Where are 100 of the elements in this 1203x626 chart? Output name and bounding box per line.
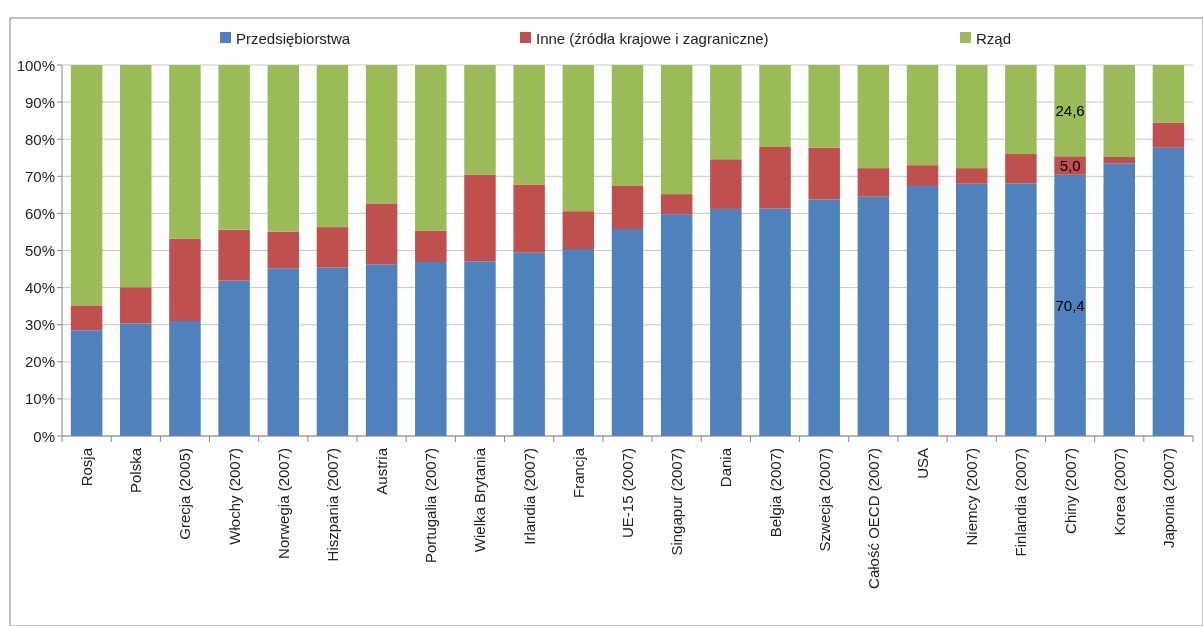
x-tick-label: Polska xyxy=(127,447,145,494)
bar xyxy=(365,65,398,204)
x-tick-label: USA xyxy=(914,448,932,479)
bar xyxy=(1054,65,1086,157)
y-tick-label: 50% xyxy=(24,242,55,259)
y-tick-label: 30% xyxy=(24,316,55,334)
bar xyxy=(660,65,693,195)
bar xyxy=(464,261,496,436)
bar xyxy=(267,268,300,436)
bar xyxy=(857,65,890,169)
y-tick-label: 40% xyxy=(24,279,55,297)
x-tick-label: UE-15 (2007) xyxy=(619,448,636,539)
bar xyxy=(562,211,595,250)
x-tick-label: Belgia (2007) xyxy=(766,448,784,538)
bar xyxy=(1103,163,1135,436)
bar xyxy=(906,165,939,186)
y-tick-label: 80% xyxy=(24,130,55,148)
bar xyxy=(169,238,201,321)
x-tick-label: Niemcy (2007) xyxy=(963,448,981,546)
bar xyxy=(218,65,250,230)
bar xyxy=(513,184,545,253)
x-tick-label: Austria xyxy=(373,447,391,495)
x-tick-label: Chiny (2007) xyxy=(1061,448,1079,534)
bar xyxy=(562,65,595,212)
bar xyxy=(1005,183,1037,436)
bar xyxy=(1152,122,1185,148)
x-tick-label: Japonia (2007) xyxy=(1159,448,1177,549)
bar xyxy=(70,330,103,436)
bar xyxy=(365,264,398,436)
bar xyxy=(218,280,250,436)
bar xyxy=(513,252,545,436)
bar xyxy=(611,185,644,229)
legend-label: Inne (źródła krajowe i zagraniczne) xyxy=(536,29,769,47)
bar xyxy=(660,194,693,215)
bar xyxy=(955,183,988,436)
y-tick-label: 10% xyxy=(24,390,55,408)
bar xyxy=(316,227,349,268)
bar xyxy=(1103,157,1135,164)
bar xyxy=(1054,174,1086,436)
bar xyxy=(759,146,791,209)
y-tick-label: 60% xyxy=(24,204,55,222)
legend-label: Przedsiębiorstwa xyxy=(236,29,351,47)
bar xyxy=(70,65,103,306)
x-tick-label: Finlandia (2007) xyxy=(1012,448,1030,557)
bar xyxy=(857,196,890,436)
bar xyxy=(710,65,742,160)
x-tick-label: Hiszpania (2007) xyxy=(323,448,341,562)
bar xyxy=(759,208,791,436)
bar xyxy=(267,231,300,269)
data-label: 70,4 xyxy=(1055,296,1085,314)
y-tick-label: 0% xyxy=(33,427,55,445)
x-tick-label: Dania xyxy=(717,447,735,488)
x-tick-label: Irlandia (2007) xyxy=(520,448,538,545)
bar xyxy=(1005,154,1037,184)
bar xyxy=(611,65,644,186)
bar xyxy=(710,159,742,209)
x-tick-label: Francja xyxy=(569,447,587,499)
y-tick-label: 20% xyxy=(24,353,55,371)
y-tick-label: 100% xyxy=(16,56,55,74)
y-tick-label: 70% xyxy=(24,167,55,185)
bar xyxy=(1152,147,1185,436)
bar xyxy=(120,287,152,324)
x-tick-label: Korea (2007) xyxy=(1110,448,1128,536)
bar xyxy=(955,65,988,169)
bar xyxy=(808,199,840,436)
bar xyxy=(857,168,890,197)
bar xyxy=(415,65,447,231)
bar xyxy=(169,320,201,436)
bar xyxy=(70,305,103,331)
x-tick-label: Norwegia (2007) xyxy=(274,448,292,559)
legend-label: Rząd xyxy=(976,29,1012,47)
x-tick-label: Całość OECD (2007) xyxy=(864,448,882,589)
x-tick-label: Szwecja (2007) xyxy=(815,448,833,552)
data-label: 5,0 xyxy=(1059,157,1081,175)
x-tick-label: Singapur (2007) xyxy=(668,448,686,556)
bar xyxy=(316,65,349,228)
bar xyxy=(169,65,201,239)
x-tick-label: Grecja (2005) xyxy=(176,448,194,540)
bar xyxy=(120,323,152,436)
bar xyxy=(415,262,447,436)
bar xyxy=(906,65,939,166)
x-tick-label: Włochy (2007) xyxy=(225,448,243,545)
bar xyxy=(660,214,693,436)
x-tick-label: Rosja xyxy=(78,447,96,487)
x-tick-label: Portugalia (2007) xyxy=(422,448,440,564)
data-label: 24,6 xyxy=(1055,102,1085,120)
bar xyxy=(1152,65,1185,123)
bar xyxy=(513,65,545,185)
bar xyxy=(808,65,840,148)
bar xyxy=(808,147,840,200)
bar xyxy=(955,168,988,184)
bar xyxy=(316,267,349,436)
bar xyxy=(464,174,496,262)
bar xyxy=(1005,65,1037,155)
bar xyxy=(710,208,742,436)
x-tick-label: Wielka Brytania xyxy=(471,447,489,553)
bar xyxy=(759,65,791,147)
bar xyxy=(464,65,496,175)
bar xyxy=(365,203,398,265)
bar xyxy=(218,229,250,281)
